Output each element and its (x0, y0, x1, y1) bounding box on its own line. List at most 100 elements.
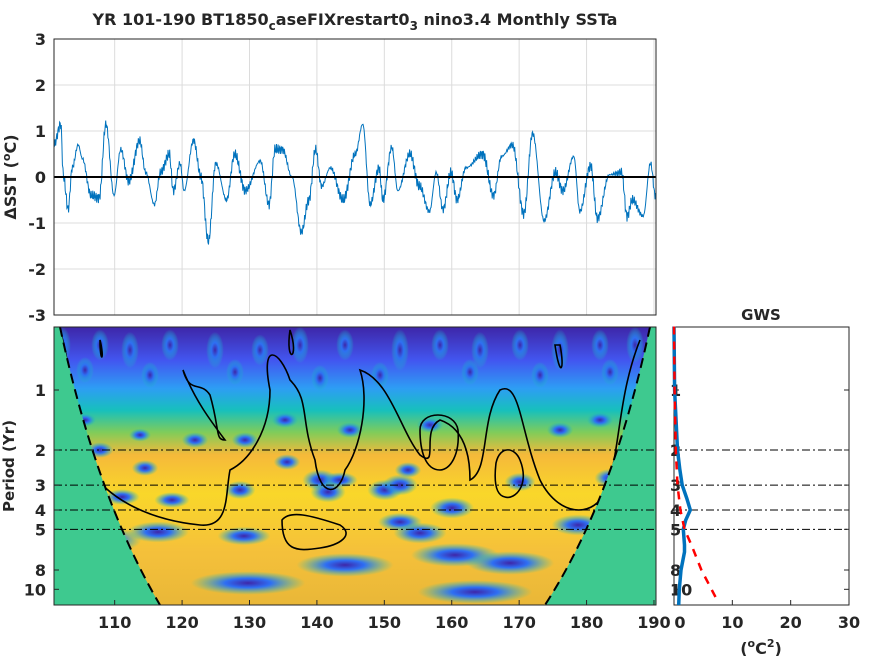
low-power-spot (382, 474, 418, 496)
significance-contour (59, 329, 641, 526)
period-tick-label: 8 (35, 561, 46, 580)
low-power-spot (190, 571, 306, 595)
low-power-spot (461, 359, 479, 385)
low-power-spot (417, 580, 533, 604)
year-tick-label: 150 (368, 613, 401, 632)
low-power-spot (141, 362, 159, 388)
low-power-spot (371, 362, 389, 388)
period-tick-label: 3 (35, 476, 46, 495)
low-power-spot (131, 460, 159, 476)
gws-period-tick-label: 4 (670, 501, 681, 520)
low-power-spot (394, 462, 422, 478)
low-power-spot (217, 526, 271, 546)
low-power-spot (546, 422, 574, 438)
low-power-spot (466, 551, 554, 575)
gws-x-tick-label: 0 (674, 613, 685, 632)
low-power-spot (296, 553, 394, 577)
low-power-spot (129, 428, 151, 442)
gws-x-tick-label: 20 (780, 613, 802, 632)
year-tick-label: 110 (98, 613, 131, 632)
low-power-spot (504, 472, 536, 492)
sst-anomaly-line (53, 120, 657, 245)
low-power-spot (430, 497, 474, 519)
year-tick-label: 180 (570, 613, 603, 632)
period-tick-label: 4 (35, 501, 46, 520)
low-power-spot (471, 331, 489, 369)
gws-x-tick-label: 10 (721, 613, 743, 632)
title-part: aseFIXrestart0 (276, 10, 410, 29)
year-tick-label: 160 (435, 613, 468, 632)
period-tick-label: 10 (24, 580, 46, 599)
low-power-spot (393, 522, 447, 544)
low-power-spot (601, 359, 619, 385)
low-power-spot (76, 357, 94, 383)
title-part: YR 101-190 BT1850 (92, 10, 269, 29)
low-power-spot (431, 329, 449, 361)
y-tick-label: -3 (28, 306, 46, 325)
gws-x-tick-label: 30 (838, 613, 860, 632)
low-power-spot (271, 412, 299, 428)
chart-title: YR 101-190 BT1850caseFIXrestart03 nino3.… (92, 10, 618, 33)
period-axis-label: Period (Yr) (0, 420, 18, 512)
y-tick-label: 1 (35, 122, 46, 141)
title-subscript: c (269, 19, 276, 33)
gws-label-superscript: 2 (767, 637, 775, 650)
low-power-spot (104, 489, 140, 505)
y-label-part: C) (1, 134, 20, 153)
y-label-part: ΔSST ( (1, 161, 20, 220)
gws-axes-box (673, 326, 850, 606)
coi-boundary-left (59, 327, 161, 605)
period-tick-label: 1 (35, 381, 46, 400)
title-subscript: 3 (410, 19, 418, 33)
y-label-superscript: o (0, 153, 13, 161)
gws-label-superscript: o (748, 637, 756, 650)
wavelet-axes (54, 327, 656, 605)
gws-significance-line (672, 326, 719, 602)
period-tick-label: 5 (35, 520, 46, 539)
low-power-spot (336, 329, 354, 361)
low-power-spot (391, 329, 409, 371)
significance-contour (288, 329, 295, 356)
significance-contour (182, 369, 227, 441)
low-power-spot (551, 329, 569, 371)
low-power-spot (224, 480, 256, 500)
y-tick-label: 2 (35, 76, 46, 95)
year-tick-label: 140 (300, 613, 333, 632)
y-tick-label: 3 (35, 30, 46, 49)
gws-period-tick-label: 5 (670, 520, 681, 539)
y-axis-label: ΔSST (oC) (0, 134, 20, 219)
title-part: nino3.4 Monthly SSTa (418, 10, 618, 29)
significance-contour (99, 339, 103, 358)
low-power-spot (291, 327, 309, 364)
low-power-spot (226, 359, 244, 385)
gws-label-part: ( (740, 639, 747, 656)
year-tick-label: 190 (637, 613, 670, 632)
gws-label-part: ) (774, 639, 781, 656)
gws-period-tick-label: 10 (670, 580, 692, 599)
low-power-spot (586, 412, 614, 428)
low-power-spot (251, 334, 269, 366)
year-tick-label: 170 (502, 613, 535, 632)
y-tick-label: -1 (28, 214, 46, 233)
significance-contour (281, 513, 347, 551)
significance-contour (554, 344, 563, 369)
low-power-spot (206, 331, 224, 369)
low-power-spot (231, 432, 259, 448)
significance-contour (419, 414, 460, 471)
gws-period-tick-label: 8 (670, 561, 681, 580)
coi-boundary-right (544, 327, 651, 605)
y-tick-label: -2 (28, 260, 46, 279)
axes-box (53, 38, 657, 316)
gws-period-tick-label: 3 (670, 476, 681, 495)
cone-of-influence-left (54, 327, 160, 605)
low-power-spot (531, 362, 549, 388)
period-tick-label: 2 (35, 441, 46, 460)
time-series-axes: 3 2 1 0 -1 -2 -3 (28, 30, 657, 325)
low-power-spot (181, 432, 209, 448)
low-power-spot (336, 422, 364, 438)
year-tick-label: 120 (165, 613, 198, 632)
low-power-spot (127, 521, 189, 543)
gws-title: GWS (741, 306, 781, 324)
